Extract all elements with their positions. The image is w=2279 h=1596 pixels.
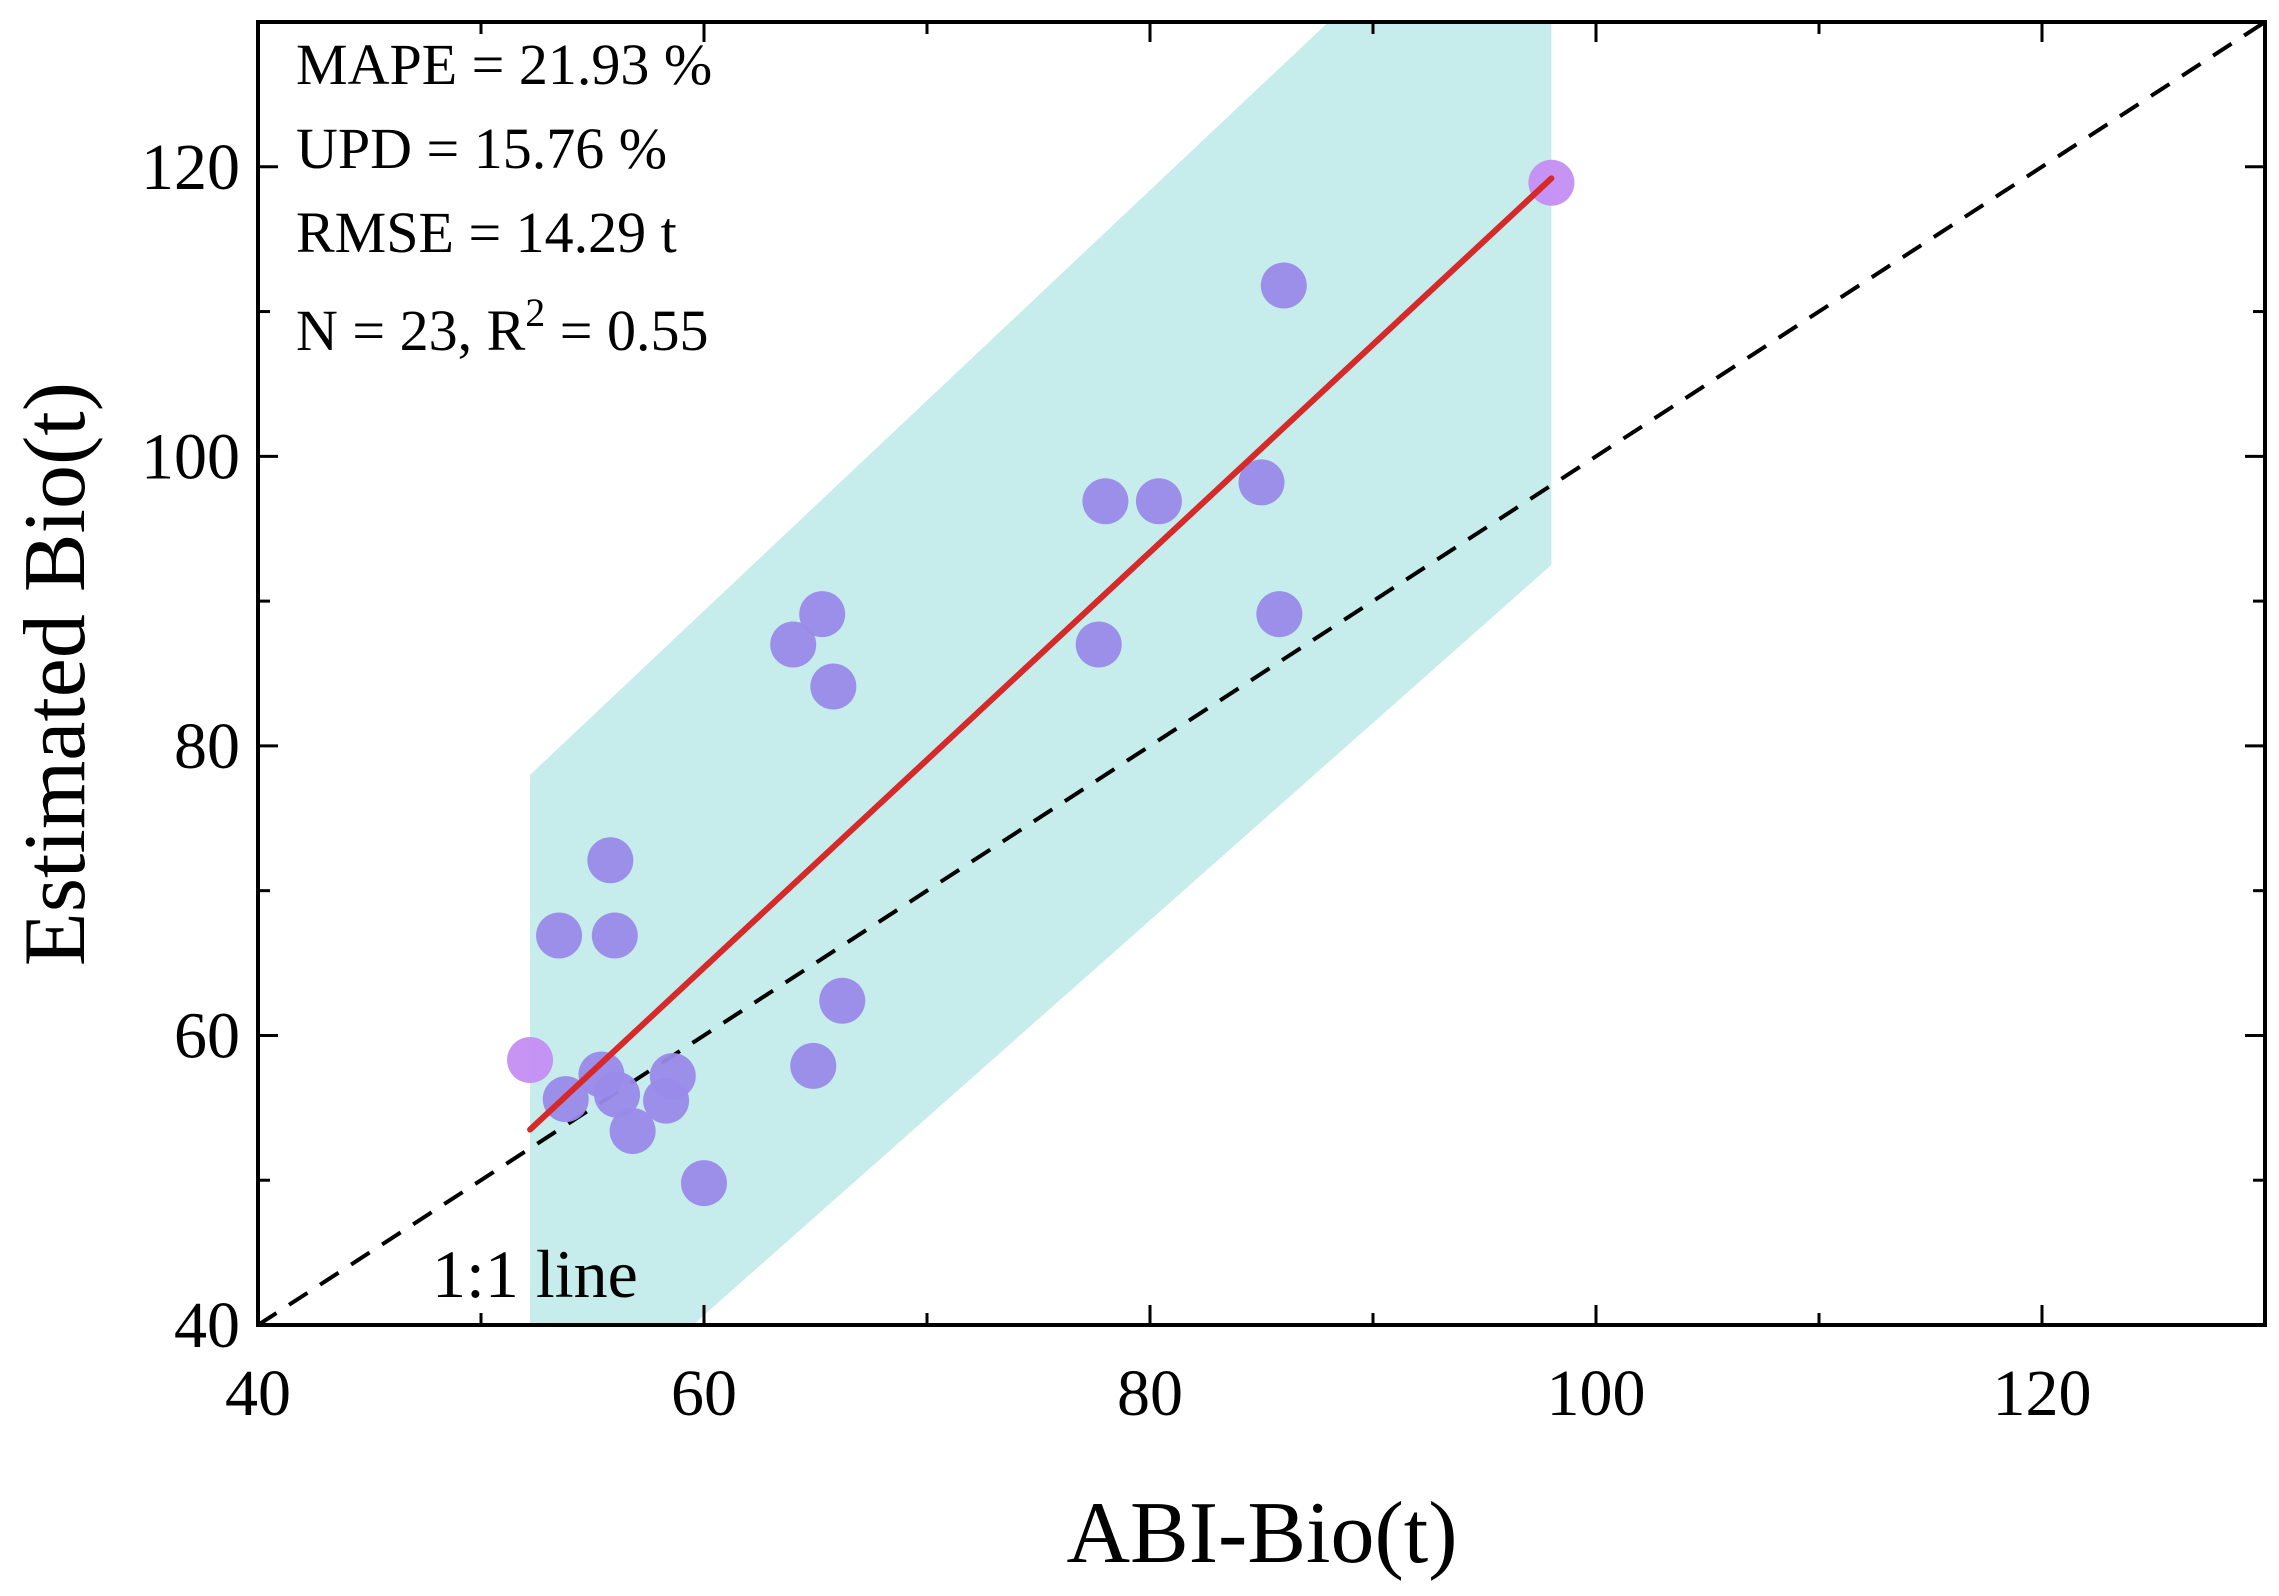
one-to-one-line xyxy=(258,22,2265,1325)
y-tick-label: 120 xyxy=(141,131,240,204)
x-tick-label: 40 xyxy=(225,1357,291,1430)
data-point xyxy=(681,1160,727,1207)
data-point xyxy=(770,621,817,668)
data-point xyxy=(790,1042,837,1089)
upd-annotation: UPD = 15.76 % xyxy=(296,116,667,181)
x-tick-label: 100 xyxy=(1547,1357,1646,1430)
data-point xyxy=(1256,591,1303,638)
rmse-annotation: RMSE = 14.29 t xyxy=(296,200,677,265)
x-axis-title: ABI-Bio(t) xyxy=(1066,1485,1457,1582)
data-point xyxy=(819,977,866,1024)
n-r2-annotation: N = 23, R2 = 0.55 xyxy=(296,290,709,363)
data-point xyxy=(1082,478,1129,525)
data-point xyxy=(609,1107,656,1154)
data-point xyxy=(1075,621,1122,668)
y-tick-label: 100 xyxy=(141,420,240,493)
y-axis-ticks: 40 60 80 100 120 xyxy=(141,20,2265,1362)
r2-suffix: = 0.55 xyxy=(545,298,708,363)
one-to-one-label: 1:1 line xyxy=(432,1236,638,1312)
data-point xyxy=(594,1071,641,1118)
y-tick-label: 40 xyxy=(174,1289,240,1362)
y-tick-label: 60 xyxy=(174,999,240,1072)
y-axis-title: Estimated Bio(t) xyxy=(7,382,104,966)
plot-frame xyxy=(256,20,2267,1327)
data-point xyxy=(1528,159,1575,206)
data-point xyxy=(1135,478,1182,525)
regression-line xyxy=(527,175,1555,1133)
data-point xyxy=(591,912,638,959)
y-tick-label: 80 xyxy=(174,710,240,783)
data-point xyxy=(587,837,634,884)
n-r2-prefix: N = 23, R xyxy=(296,298,526,363)
data-point xyxy=(810,663,857,710)
data-point xyxy=(536,912,583,959)
x-tick-label: 120 xyxy=(1993,1357,2092,1430)
x-tick-label: 80 xyxy=(1117,1357,1183,1430)
mape-annotation: MAPE = 21.93 % xyxy=(296,32,712,97)
x-tick-label: 60 xyxy=(671,1357,737,1430)
data-point xyxy=(1260,262,1307,309)
data-point xyxy=(1238,459,1285,506)
x-axis-ticks: 40 60 80 100 120 xyxy=(225,22,2267,1430)
data-point xyxy=(507,1037,554,1084)
prediction-band xyxy=(530,22,1552,1325)
r2-superscript: 2 xyxy=(525,290,545,335)
data-point xyxy=(799,591,846,638)
data-point xyxy=(649,1052,696,1099)
data-points xyxy=(507,159,1575,1207)
